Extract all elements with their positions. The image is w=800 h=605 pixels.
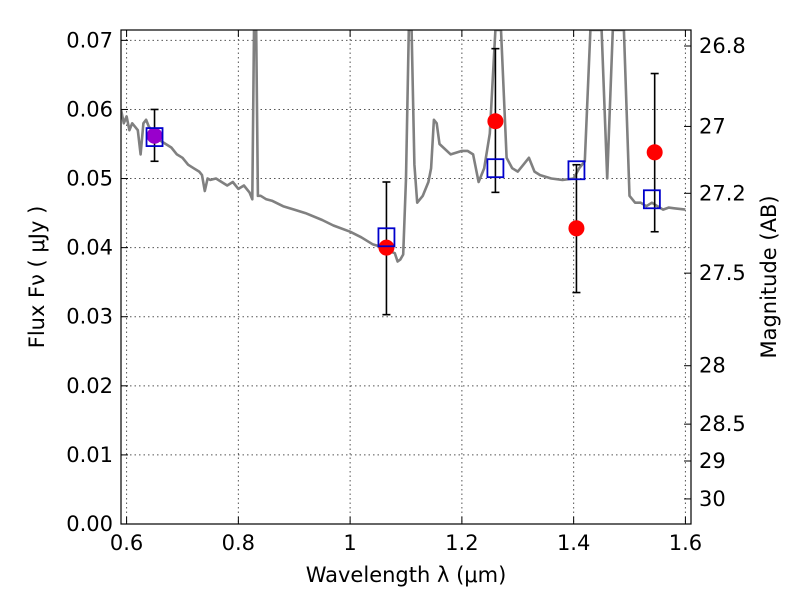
- y-tick-label: 0.02: [66, 374, 113, 398]
- observed-point: [487, 47, 504, 194]
- observed-point: [646, 72, 663, 233]
- x-tick-label: 0.8: [222, 531, 255, 555]
- model-band-fluxes: [145, 127, 661, 248]
- model-band-square: [567, 160, 586, 181]
- observed-point: [568, 163, 585, 294]
- x-tick-label: 1.6: [669, 531, 702, 555]
- observed-point: [378, 181, 395, 316]
- right-tick-label: 28.5: [699, 412, 746, 436]
- y-tick-label: 0.00: [66, 512, 113, 536]
- y-axis-label: Flux Fν ( μJy ): [25, 206, 49, 349]
- right-tick-label: 29: [699, 449, 726, 473]
- x-axis-label: Wavelength λ (μm): [306, 563, 507, 587]
- y-tick-label: 0.01: [66, 443, 113, 467]
- right-tick-label: 27: [699, 114, 726, 138]
- observed-marker: [378, 239, 395, 256]
- y-tick-label: 0.03: [66, 305, 113, 329]
- model-band-square: [145, 127, 164, 147]
- observed-points: [146, 47, 663, 316]
- x-tick-label: 1.2: [445, 531, 478, 555]
- right-tick-label: 26.8: [699, 34, 746, 58]
- axis-ticks: 0.6 0.8 1 1.2 1.4 1.6 0.00 0.01 0.02 0.03 0.04 0.05…: [66, 28, 746, 555]
- model-spectrum: [121, 30, 686, 263]
- observed-point: [146, 108, 163, 163]
- model-band-square: [377, 227, 396, 248]
- y-tick-label: 0.04: [66, 236, 113, 260]
- plot-frame: [120, 29, 692, 525]
- right-axis-label: Magnitude (AB): [757, 195, 781, 358]
- y-tick-label: 0.05: [66, 167, 113, 191]
- observed-marker: [487, 113, 504, 130]
- x-tick-label: 1: [343, 531, 356, 555]
- model-band-square: [642, 189, 661, 210]
- y-tick-label: 0.07: [66, 28, 113, 52]
- model-band-square: [486, 158, 505, 179]
- right-tick-label: 27.5: [699, 261, 746, 285]
- observed-marker: [568, 220, 585, 237]
- model-spectrum-line: [121, 30, 686, 263]
- observed-marker: [146, 127, 163, 144]
- y-tick-label: 0.06: [66, 97, 113, 121]
- x-tick-label: 1.4: [557, 531, 590, 555]
- right-tick-label: 28: [699, 354, 726, 378]
- right-tick-label: 30: [699, 487, 726, 511]
- right-tick-label: 27.2: [699, 181, 746, 205]
- x-tick-label: 0.6: [110, 531, 143, 555]
- observed-marker: [646, 144, 663, 161]
